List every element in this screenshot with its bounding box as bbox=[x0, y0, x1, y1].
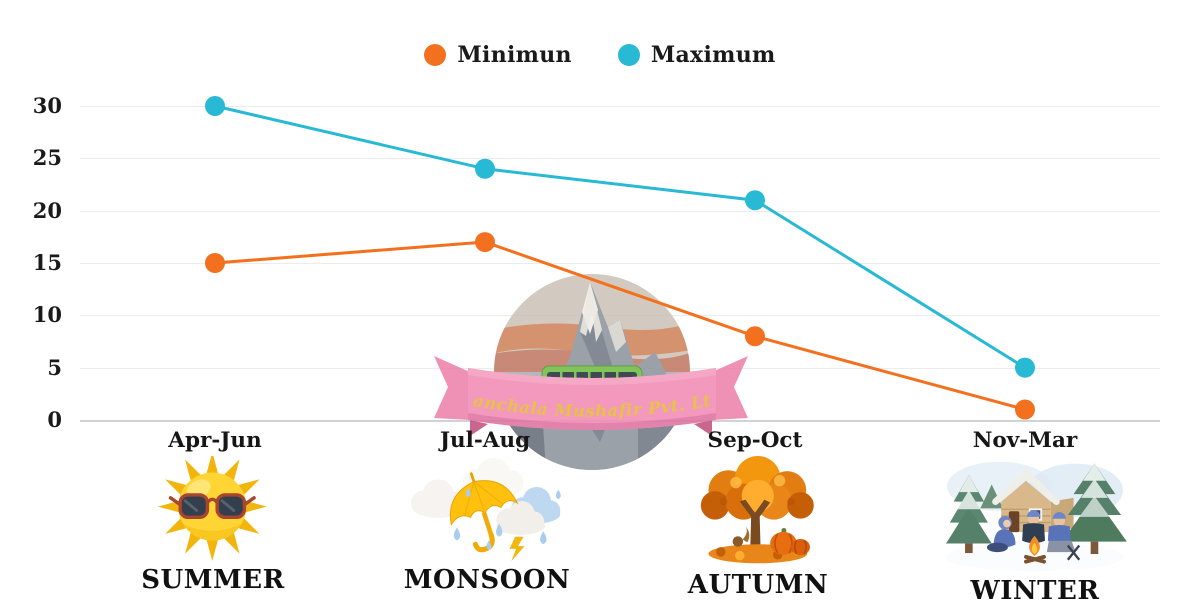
legend-label-minimum: Minimun bbox=[457, 42, 572, 68]
legend-label-maximum: Maximum bbox=[650, 42, 776, 68]
season-monsoon: MONSOON bbox=[397, 456, 577, 595]
data-point-maximum-jul-aug bbox=[475, 158, 495, 179]
lightning-bolt-icon bbox=[509, 536, 525, 562]
y-tick-label-25: 25 bbox=[32, 145, 62, 171]
season-winter: WINTER bbox=[938, 456, 1133, 600]
raindrops-icon bbox=[453, 487, 561, 550]
data-point-maximum-sep-oct bbox=[745, 190, 765, 211]
squirrel-icon bbox=[732, 526, 750, 547]
pumpkin-icon bbox=[770, 528, 811, 556]
y-tick-label-15: 15 bbox=[32, 250, 62, 275]
legend-item-minimum: Minimun bbox=[424, 42, 572, 68]
winter-campfire-scene-icon bbox=[945, 461, 1127, 572]
season-label-monsoon: MONSOON bbox=[403, 565, 571, 595]
x-label-apr-jun: Apr-Jun bbox=[168, 428, 262, 453]
legend-dot-minimum-icon bbox=[424, 44, 447, 66]
legend-item-maximum: Maximum bbox=[617, 42, 776, 68]
y-tick-label-10: 10 bbox=[32, 302, 62, 328]
person-icon bbox=[1022, 510, 1045, 544]
season-label-autumn: AUTUMN bbox=[687, 570, 829, 600]
sun-with-sunglasses-icon bbox=[158, 456, 267, 562]
season-summer: SUMMER bbox=[141, 456, 284, 595]
y-tick-label-30: 30 bbox=[32, 93, 62, 118]
x-label-jul-aug: Jul-Aug bbox=[439, 428, 531, 453]
person-icon bbox=[1046, 512, 1081, 561]
chart-legend: Minimun Maximum bbox=[0, 42, 1200, 68]
data-point-minimun-nov-mar bbox=[1015, 399, 1035, 420]
legend-dot-maximum-icon bbox=[617, 44, 640, 66]
season-label-winter: WINTER bbox=[970, 576, 1100, 600]
y-tick-label-5: 5 bbox=[47, 354, 62, 380]
snowy-pine-tree-icon bbox=[1062, 463, 1127, 555]
x-label-sep-oct: Sep-Oct bbox=[707, 428, 803, 453]
gridline-25 bbox=[80, 158, 1160, 160]
y-tick-label-20: 20 bbox=[32, 197, 62, 223]
gridline-30 bbox=[80, 106, 1160, 107]
campfire-icon bbox=[1024, 535, 1046, 564]
umbrella-rain-clouds-icon bbox=[410, 457, 561, 562]
gridline-15 bbox=[80, 263, 1160, 264]
snowy-pine-tree-icon bbox=[946, 475, 992, 554]
season-label-summer: SUMMER bbox=[141, 565, 285, 595]
data-point-minimun-jul-aug bbox=[475, 232, 495, 253]
tree-trunk bbox=[739, 499, 771, 551]
y-tick-label-0: 0 bbox=[47, 407, 62, 432]
sunglasses-icon bbox=[168, 493, 257, 519]
x-label-nov-mar: Nov-Mar bbox=[972, 428, 1078, 453]
white-cloud-icon bbox=[496, 501, 546, 535]
person-icon bbox=[986, 515, 1016, 553]
gridline-20 bbox=[80, 210, 1160, 212]
autumn-tree-icon bbox=[701, 456, 814, 564]
season-autumn: AUTUMN bbox=[688, 456, 828, 600]
